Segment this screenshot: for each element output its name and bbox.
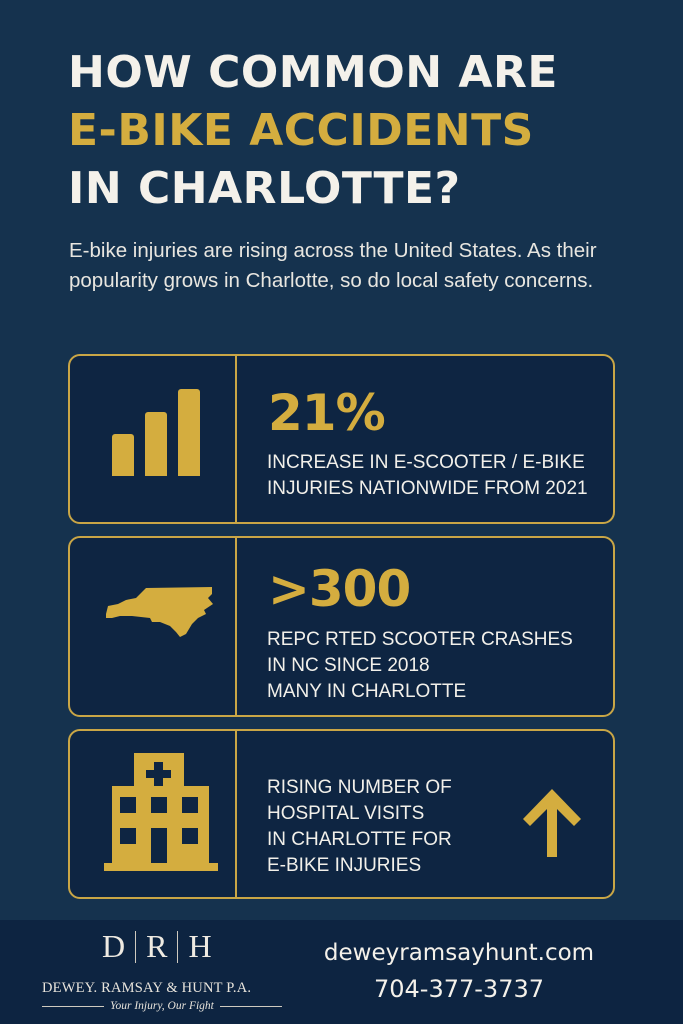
stat-value: 21% [268,384,386,442]
stat-card-injury-increase: 21% INCREASE IN E-SCOOTER / E-BIKE INJUR… [68,354,615,524]
page-title: HOW COMMON ARE E-BIKE ACCIDENTS IN CHARL… [68,44,558,218]
hospital-icon [104,753,218,871]
title-line-3: IN CHARLOTTE? [68,163,461,214]
tagline: Your Injury, Our Fight [42,1000,283,1012]
website-link[interactable]: deweyramsayhunt.com [323,940,595,966]
stat-description: RISING NUMBER OF HOSPITAL VISITS IN CHAR… [267,777,452,876]
contact-info: deweyramsayhunt.com 704-377-3737 [300,936,618,1008]
intro-text: E-bike injuries are rising across the Un… [69,239,597,292]
stat-card-nc-crashes: >300 REPC RTED SCOOTER CRASHES IN NC SIN… [68,536,615,717]
stat-description: INCREASE IN E-SCOOTER / E-BIKE INJURIES … [267,452,588,499]
bar-chart-icon [112,389,200,476]
title-line-2: E-BIKE ACCIDENTS [68,105,534,156]
logo-divider [135,930,137,963]
arrow-up-icon [523,789,581,857]
footer [0,920,683,1024]
title-line-1: HOW COMMON ARE [68,47,558,98]
divider [42,1005,105,1007]
divider [219,1005,283,1007]
phone-number[interactable]: 704-377-3737 [373,975,544,1003]
firm-logo: D R H [102,928,212,964]
stat-description: REPC RTED SCOOTER CRASHES IN NC SINCE 20… [267,629,573,702]
stat-value: >300 [268,560,411,618]
stat-card-hospital-visits: RISING NUMBER OF HOSPITAL VISITS IN CHAR… [68,729,615,899]
north-carolina-map-icon [106,587,213,637]
firm-name: DEWEY. RAMSAY & HUNT P.A. [42,980,252,996]
logo-divider [177,930,179,963]
